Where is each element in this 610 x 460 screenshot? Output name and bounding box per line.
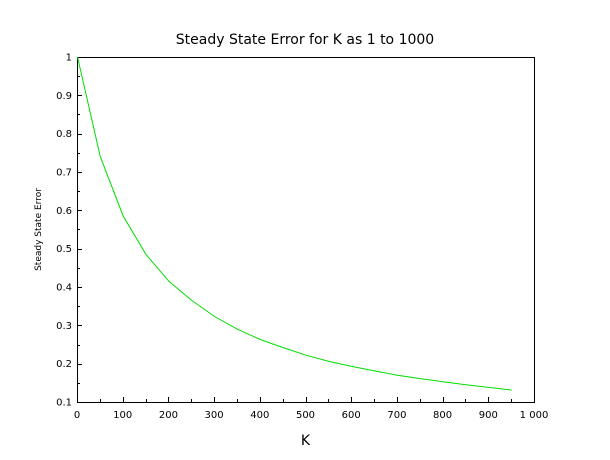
- y-tick-label: 0.2: [56, 359, 72, 370]
- x-tick-label: 800: [433, 410, 452, 421]
- x-tick-label: 500: [296, 410, 315, 421]
- y-tick-label: 1: [66, 53, 72, 64]
- x-tick-label: 1 000: [520, 410, 549, 421]
- series-line: [77, 56, 512, 391]
- x-tick-label: 300: [205, 410, 224, 421]
- y-tick-label: 0.7: [56, 168, 72, 179]
- y-tick-label: 0.4: [56, 283, 72, 294]
- x-tick-label: 200: [159, 410, 178, 421]
- y-axis-label: Steady State Error: [34, 188, 44, 271]
- y-tick-label: 0.3: [56, 321, 72, 332]
- x-axis: 0 100 200 300 400 500 600 700 800 900 1 000: [74, 397, 549, 421]
- y-tick-label: 0.5: [56, 244, 72, 255]
- y-tick-label: 0.1: [56, 398, 72, 409]
- y-tick-label: 0.6: [56, 206, 72, 217]
- x-tick-label: 400: [250, 410, 269, 421]
- x-axis-label: K: [301, 433, 311, 449]
- chart-title: Steady State Error for K as 1 to 1000: [176, 32, 434, 48]
- plot-area-frame: [77, 57, 535, 403]
- x-tick-label: 100: [113, 410, 132, 421]
- y-axis: 0.1 0.2 0.3 0.4 0.5 0.6 0.7 0.8 0.9 1: [56, 53, 82, 409]
- x-tick-label: 0: [74, 410, 80, 421]
- y-tick-label: 0.8: [56, 129, 72, 140]
- x-tick-label: 900: [479, 410, 498, 421]
- x-tick-label: 700: [387, 410, 406, 421]
- y-tick-label: 0.9: [56, 91, 72, 102]
- series-layer: [77, 56, 512, 391]
- x-tick-label: 600: [342, 410, 361, 421]
